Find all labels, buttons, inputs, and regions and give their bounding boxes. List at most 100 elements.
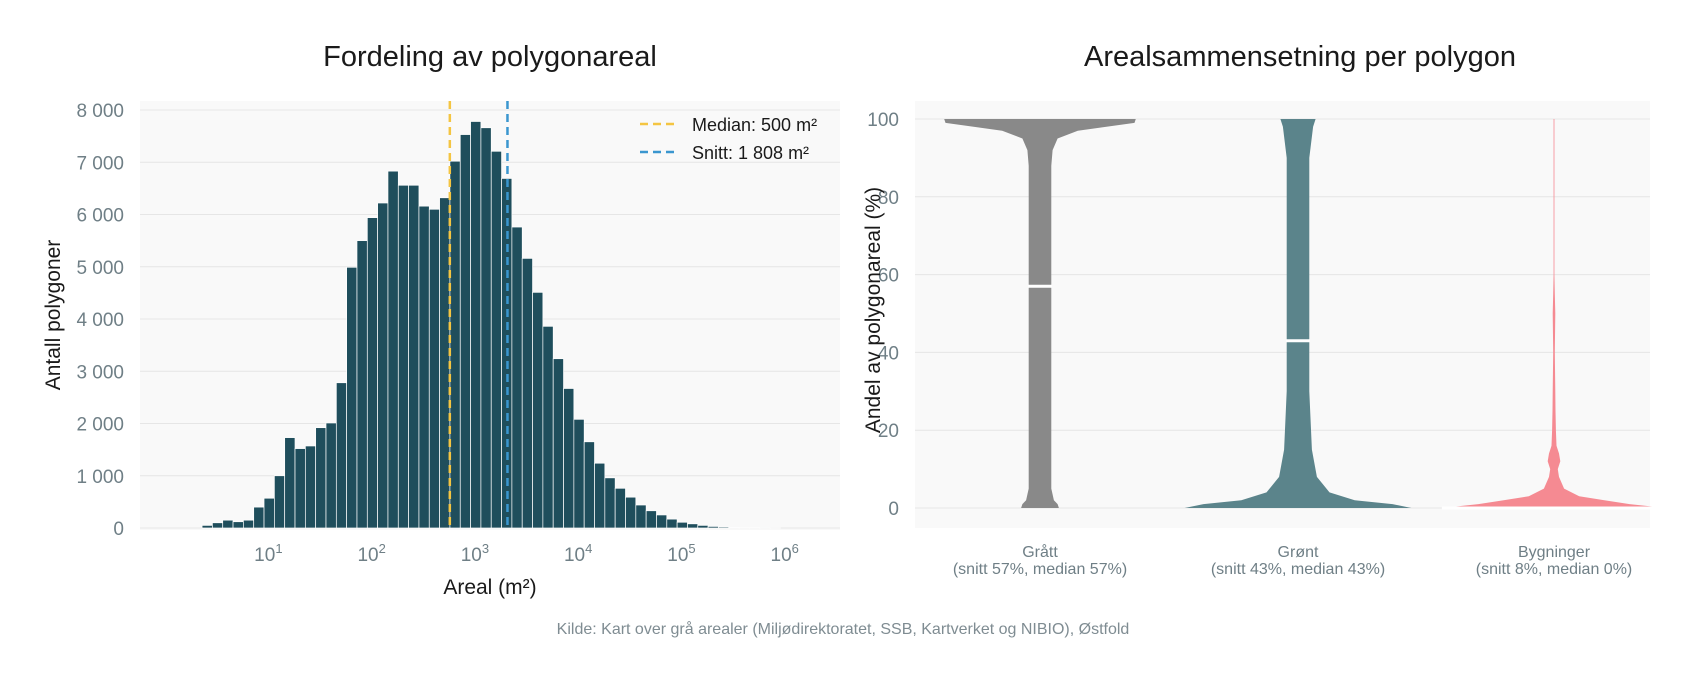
histogram-y-ticks: 0 1 000 2 000 3 000 4 000 5 000 6 000 7 000 8 00… [76, 101, 124, 540]
histogram-bar [232, 521, 244, 529]
histogram-bar [274, 475, 286, 529]
histogram-bar [718, 526, 730, 529]
source-caption: Kilde: Kart over grå arealer (Miljødirek… [557, 620, 1130, 638]
histogram-bar [294, 448, 306, 529]
histogram-x-tick-label: 104 [564, 541, 592, 566]
histogram-bar [687, 523, 699, 529]
histogram-bar [439, 197, 451, 529]
histogram-y-tick-label: 5 000 [76, 258, 124, 279]
violin-category-labels: Grått(snitt 57%, median 57%)Grønt(snitt … [953, 543, 1632, 578]
legend-median-label: Median: 500 m² [692, 115, 817, 135]
histogram-bar [243, 519, 255, 529]
violin-y-tick-label: 40 [878, 343, 899, 364]
histogram-bar [284, 437, 296, 529]
histogram-bar [480, 127, 492, 529]
histogram-bar [397, 184, 409, 529]
histogram-y-tick-label: 6 000 [76, 206, 124, 227]
histogram-bar [377, 202, 389, 529]
histogram-bar [315, 427, 327, 529]
histogram-x-axis-label: Areal (m²) [443, 576, 536, 599]
histogram-y-tick-label: 3 000 [76, 362, 124, 383]
legend-mean-label: Snitt: 1 808 m² [692, 143, 809, 163]
histogram-bar [408, 184, 420, 529]
histogram-bar [666, 518, 678, 529]
histogram-bar [387, 170, 399, 529]
histogram-bar [645, 510, 657, 529]
violin-chart: Arealsammensetning per polygon 0 20 40 60 80… [862, 41, 1667, 578]
histogram-bar [346, 266, 358, 529]
histogram-x-tick-label: 106 [771, 541, 799, 566]
violin-3 [1441, 119, 1667, 508]
histogram-bar [604, 477, 616, 529]
histogram-bars [201, 121, 781, 529]
histogram-bar [614, 487, 626, 529]
histogram-bar [459, 134, 471, 529]
histogram-bar [222, 519, 234, 529]
histogram-bar [552, 358, 564, 529]
histogram-bar [449, 160, 461, 529]
histogram-bar [356, 240, 368, 529]
histogram-bar [676, 521, 688, 529]
histogram-bar [728, 527, 740, 529]
histogram-title: Fordeling av polygonareal [323, 41, 657, 73]
violin-category-summary: (snitt 57%, median 57%) [953, 561, 1127, 578]
histogram-bar [656, 514, 668, 529]
histogram-y-tick-label: 1 000 [76, 467, 124, 488]
histogram-bar [697, 525, 709, 529]
histogram-y-axis-label: Antall polygoner [42, 240, 65, 391]
histogram-bar [490, 150, 502, 529]
violin-2 [1184, 119, 1412, 508]
violin-category-summary: (snitt 8%, median 0%) [1476, 561, 1633, 578]
histogram-bar [625, 496, 637, 529]
histogram-x-tick-label: 102 [357, 541, 385, 566]
histogram-y-tick-label: 0 [113, 519, 124, 540]
histogram-x-tick-label: 105 [667, 541, 695, 566]
violin-category-name: Bygninger [1518, 544, 1591, 561]
violin-bodies [944, 119, 1667, 510]
histogram-bar [594, 462, 606, 529]
violin-1 [944, 119, 1136, 508]
histogram-bar [635, 504, 647, 529]
histogram-y-tick-label: 7 000 [76, 153, 124, 174]
violin-category-name: Grønt [1278, 544, 1319, 561]
histogram-legend: Median: 500 m² Snitt: 1 808 m² [640, 115, 817, 163]
violin-y-tick-label: 100 [867, 110, 899, 131]
histogram-bar [253, 506, 265, 529]
histogram-bar [428, 208, 440, 529]
histogram-bar [563, 388, 575, 529]
histogram-x-ticks: 101 102 103 104 105 106 [254, 541, 799, 566]
violin-y-tick-label: 80 [878, 188, 899, 209]
histogram-bar [470, 121, 482, 529]
histogram-x-tick-label: 103 [461, 541, 489, 566]
histogram-bar [573, 418, 585, 529]
histogram-bar [418, 205, 430, 529]
histogram-y-tick-label: 4 000 [76, 310, 124, 331]
violin-y-tick-label: 20 [878, 421, 899, 442]
violin-y-axis-label: Andel av polygonareal (%) [862, 187, 885, 433]
histogram-bar [511, 226, 523, 529]
histogram-y-tick-label: 8 000 [76, 101, 124, 122]
histogram-bar [212, 522, 224, 529]
histogram-chart: Fordeling av polygonareal 0 1 000 2 000 3 0… [42, 41, 840, 599]
histogram-bar [335, 382, 348, 529]
histogram-bar [366, 217, 378, 529]
histogram-x-tick-label: 101 [254, 541, 282, 566]
histogram-reference-lines [448, 101, 509, 528]
histogram-bar [263, 497, 275, 529]
histogram-bar [201, 525, 213, 529]
histogram-bar [521, 258, 533, 529]
violin-y-tick-label: 0 [888, 499, 899, 520]
histogram-bar [325, 422, 337, 529]
histogram-bar [532, 292, 544, 529]
violin-y-tick-label: 60 [878, 266, 899, 287]
histogram-bar [542, 325, 554, 529]
histogram-bar [707, 526, 719, 529]
violin-y-ticks: 0 20 40 60 80 100 [867, 110, 899, 520]
violin-category-name: Grått [1022, 543, 1058, 561]
histogram-y-tick-label: 2 000 [76, 415, 124, 436]
violin-category-summary: (snitt 43%, median 43%) [1211, 561, 1385, 578]
violin-title: Arealsammensetning per polygon [1084, 41, 1516, 73]
histogram-bar [583, 441, 595, 529]
histogram-bar [304, 445, 317, 529]
